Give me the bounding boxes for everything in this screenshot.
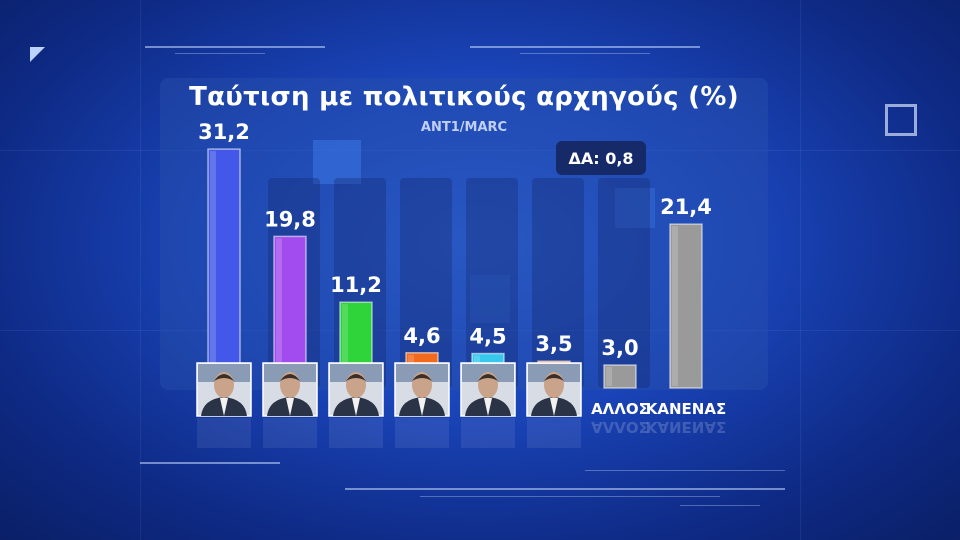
person-photo-icon [526,362,582,448]
square-outline-icon [885,104,917,136]
photo-reflection [329,418,383,448]
category-label: ΚΑΝΕΝΑΣ [646,400,726,418]
person-photo-icon [262,362,318,448]
bar [669,223,703,389]
decor-line [175,53,265,54]
bar-group: 31,2 [198,120,250,389]
category-label: ΑΛΛΟΣ [591,400,649,418]
data-label: 31,2 [198,120,250,144]
category-label-reflection: ΚΑΝΕΝΑΣ [646,418,726,436]
data-label: 21,4 [660,195,712,219]
photo-hair [214,374,234,381]
decor-line [140,462,280,464]
bar-slot [598,178,650,388]
photo-hair [412,374,432,381]
decor-block [313,140,361,184]
photo-reflection [527,418,581,448]
decor-block [615,188,655,228]
bar-slot [400,178,452,388]
person-photo-icon [394,362,450,448]
bar-slot [466,178,518,388]
decor-line [470,46,700,48]
bar [603,364,637,389]
decor-line [145,46,325,48]
chart-panel [160,78,768,390]
decor-line [585,470,785,471]
photo-shirt [220,398,228,416]
data-label: 3,0 [601,336,638,360]
bar-group: 3,0 [601,336,639,389]
photo-hair [280,374,300,381]
photo-shirt [286,398,294,416]
photo-shirt [418,398,426,416]
data-label: 11,2 [330,273,382,297]
bar-highlight [210,151,216,386]
annotation-badge: ΔΑ: 0,8 [556,141,646,175]
photo-reflection [263,418,317,448]
bar-group: 21,4 [660,195,712,389]
photo-reflection [461,418,515,448]
person-photo-icon [328,362,384,448]
decor-line [680,505,760,506]
decor-block [470,275,510,323]
photo-shirt [352,398,360,416]
person-photo-icon [196,362,252,448]
data-label: 4,5 [469,325,506,349]
photo-hair [544,374,564,381]
bar-highlight [276,238,282,386]
photo-hair [478,374,498,381]
photo-shirt [550,398,558,416]
photo-reflection [395,418,449,448]
data-label: 4,6 [403,324,440,348]
bar-slot [532,178,584,388]
person-photo-icon [460,362,516,448]
data-label: 3,5 [535,332,572,356]
photo-hair [346,374,366,381]
bar-highlight [672,226,678,386]
decor-line [520,53,650,54]
bar-highlight [606,367,612,386]
decor-line [345,488,785,490]
photo-reflection [197,418,251,448]
bar [207,148,241,389]
chart-subtitle: ANT1/MARC [420,120,508,135]
decor-line [420,496,720,497]
chart-title: Ταύτιση με πολιτικούς αρχηγούς (%) [189,82,739,112]
category-label-reflection: ΑΛΛΟΣ [591,418,649,436]
data-label: 19,8 [264,207,316,231]
bar-highlight [342,304,348,386]
photo-shirt [484,398,492,416]
